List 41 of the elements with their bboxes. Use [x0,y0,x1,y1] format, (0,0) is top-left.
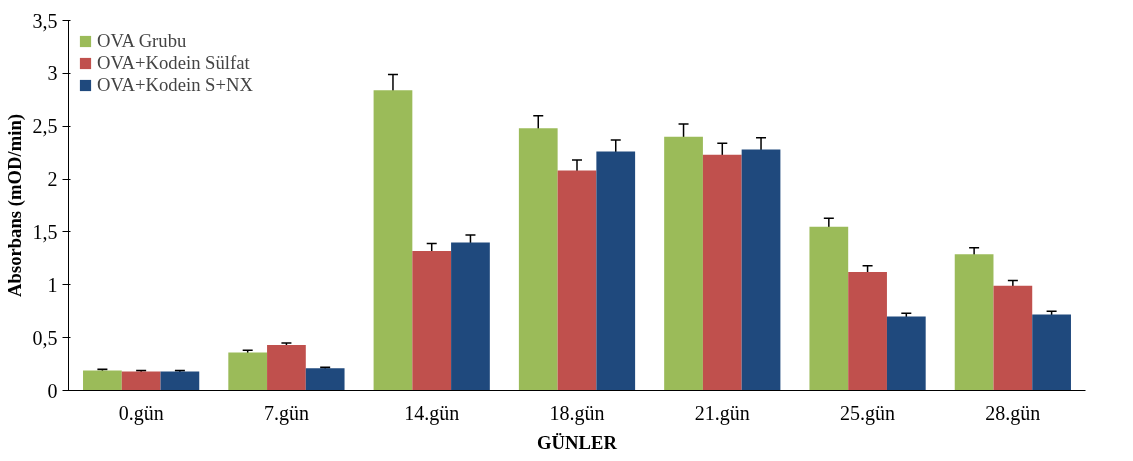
y-tick-label: 3,5 [32,9,58,32]
y-tick-label: 1,5 [32,220,58,243]
x-tick-label: 0.gün [118,401,164,425]
bar [741,149,781,391]
bar [848,272,887,391]
x-tick-label: 28.gün [985,401,1041,425]
y-tick-label: 0 [47,379,58,402]
y-tick-label: 1 [47,273,58,296]
legend-label: OVA Grubu [97,30,187,52]
x-tick-label: 25.gün [840,401,896,425]
y-tick-label: 2 [47,168,58,191]
bar [121,371,161,391]
bar [160,371,200,391]
bar [373,90,413,391]
bar [267,345,306,391]
legend-label: OVA+Kodein Sülfat [97,52,250,74]
y-axis-title: Absorbans (mOD/min) [3,114,26,297]
legend-label: OVA+Kodein S+NX [97,74,253,96]
bar [228,352,268,391]
bar [954,254,994,391]
bar [412,250,452,391]
bar [305,368,345,391]
bar [596,151,636,391]
bar [702,154,742,391]
y-tick-label: 3 [47,62,58,85]
y-tick-label: 2,5 [32,115,58,138]
bar [83,370,122,391]
bar [451,242,490,391]
y-tick-label: 0,5 [32,326,58,349]
bar [557,170,597,391]
x-tick-label: 14.gün [404,401,460,425]
x-tick-label: 7.gün [263,401,309,425]
bar [664,136,703,391]
x-tick-label: 21.gün [694,401,750,425]
bar [809,226,849,391]
bar [1032,314,1071,391]
x-axis-title: GÜNLER [537,431,618,453]
bar [518,128,558,391]
bar [886,316,926,391]
bar [993,285,1033,391]
x-tick-label: 18.gün [549,401,605,425]
